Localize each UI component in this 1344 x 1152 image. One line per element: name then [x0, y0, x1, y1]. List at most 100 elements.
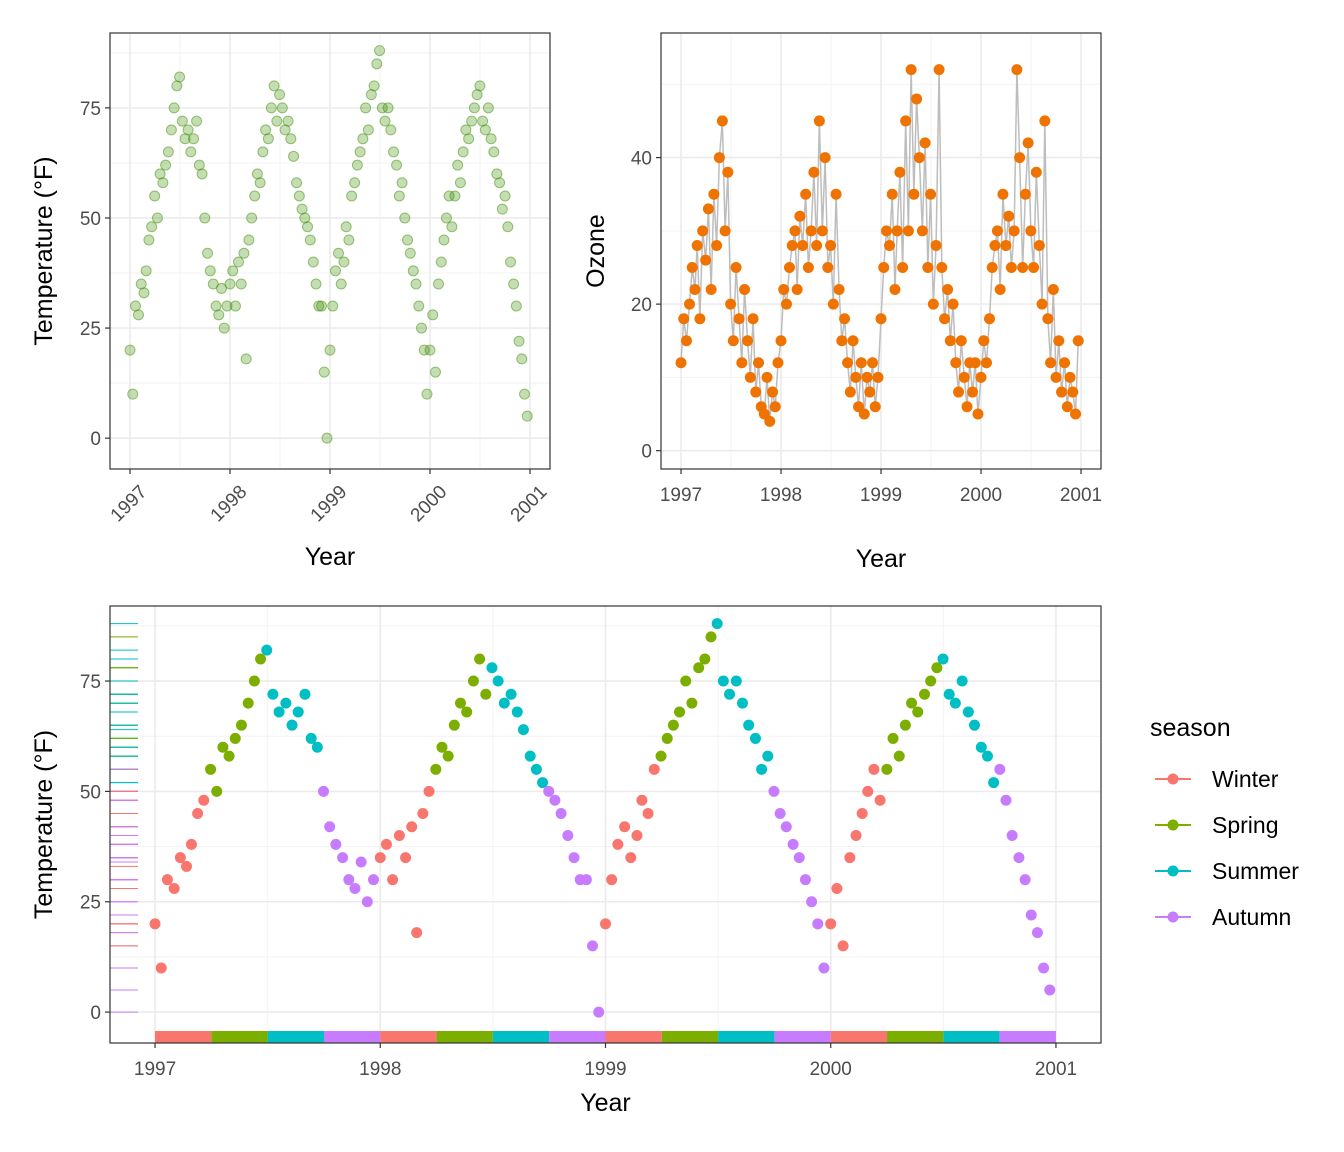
- data-point-autumn: [349, 883, 361, 895]
- data-point: [288, 150, 300, 162]
- data-point: [160, 159, 172, 171]
- data-point: [705, 283, 717, 295]
- data-point: [285, 133, 297, 145]
- data-point: [151, 212, 163, 224]
- data-point-winter: [198, 794, 210, 806]
- data-point: [727, 335, 739, 347]
- data-point: [1059, 357, 1071, 369]
- panel-top-left: 0 25 50 75 1997 1998 1999 2000 2001 Year Temperatu…: [30, 32, 551, 571]
- data-point-autumn: [774, 807, 786, 819]
- data-point: [950, 357, 962, 369]
- data-point: [354, 146, 366, 158]
- data-point-spring: [205, 763, 217, 775]
- data-point: [338, 256, 350, 268]
- x-tick-label: 1997: [107, 482, 152, 527]
- data-point-winter: [417, 807, 429, 819]
- data-point-summer: [730, 675, 742, 687]
- data-point: [313, 300, 325, 312]
- data-point: [1028, 261, 1040, 273]
- data-point: [216, 282, 228, 294]
- data-point: [811, 240, 823, 252]
- x-tick-label: 1997: [134, 1059, 176, 1080]
- data-point: [747, 313, 759, 325]
- data-point: [446, 221, 458, 233]
- data-point: [404, 247, 416, 259]
- data-point-autumn: [549, 794, 561, 806]
- x-tick-label: 2001: [1060, 485, 1102, 506]
- data-point: [883, 240, 895, 252]
- data-point-spring: [693, 662, 705, 674]
- data-point: [318, 366, 330, 378]
- data-point: [371, 58, 383, 70]
- data-point: [302, 221, 314, 233]
- data-point: [713, 152, 725, 164]
- data-point-spring: [461, 706, 473, 718]
- data-point: [271, 115, 283, 127]
- rug-bottom-spring: [661, 1031, 719, 1043]
- data-point: [813, 115, 825, 127]
- data-point: [861, 371, 873, 383]
- data-point-winter: [856, 807, 868, 819]
- data-point-winter: [606, 874, 618, 886]
- data-point: [168, 102, 180, 114]
- data-point: [797, 240, 809, 252]
- data-point-spring: [229, 732, 241, 744]
- data-point: [825, 240, 837, 252]
- data-point-spring: [448, 719, 460, 731]
- data-point: [368, 80, 380, 92]
- data-point-spring: [436, 741, 448, 753]
- data-point: [808, 166, 820, 178]
- data-point-autumn: [337, 852, 349, 864]
- data-point-autumn: [1025, 909, 1037, 921]
- data-point: [894, 166, 906, 178]
- data-point-spring: [655, 750, 667, 762]
- data-point: [440, 212, 452, 224]
- data-point-winter: [192, 807, 204, 819]
- data-point: [391, 159, 403, 171]
- data-point: [396, 177, 408, 189]
- data-point-spring: [925, 675, 937, 687]
- data-point: [1000, 240, 1012, 252]
- data-point-summer: [492, 675, 504, 687]
- data-point: [204, 265, 216, 277]
- data-point: [691, 240, 703, 252]
- data-point: [827, 298, 839, 310]
- data-point-autumn: [555, 807, 567, 819]
- data-point: [374, 45, 386, 57]
- data-point-spring: [242, 697, 254, 709]
- data-point: [702, 203, 714, 215]
- data-point-autumn: [1031, 927, 1043, 939]
- data-point-spring: [430, 763, 442, 775]
- data-point: [975, 371, 987, 383]
- data-point: [213, 309, 225, 321]
- data-point: [124, 344, 136, 356]
- data-point: [902, 225, 914, 237]
- data-point: [683, 298, 695, 310]
- data-point: [262, 133, 274, 145]
- y-tick-label: 50: [80, 209, 101, 230]
- data-point: [725, 298, 737, 310]
- data-point-autumn: [367, 874, 379, 886]
- legend-title: season: [1150, 714, 1231, 742]
- data-point: [958, 371, 970, 383]
- data-point: [479, 124, 491, 136]
- data-point: [767, 386, 779, 398]
- data-point: [413, 300, 425, 312]
- panel-bottom: 0 25 50 75 1997 1998 1999 2000 2001 Year Temperatu…: [30, 605, 1102, 1117]
- data-point-summer: [530, 763, 542, 775]
- data-point-spring: [931, 662, 943, 674]
- data-point: [689, 283, 701, 295]
- data-point-winter: [393, 830, 405, 842]
- data-point-spring: [667, 719, 679, 731]
- data-point: [188, 133, 200, 145]
- data-point: [686, 261, 698, 273]
- data-point: [463, 133, 475, 145]
- rug-bottom-winter: [155, 1031, 212, 1043]
- data-point: [897, 261, 909, 273]
- data-point: [730, 261, 742, 273]
- data-point-winter: [380, 838, 392, 850]
- data-point: [182, 124, 194, 136]
- rug-bottom-autumn: [323, 1031, 381, 1043]
- data-point: [385, 124, 397, 136]
- data-point: [986, 261, 998, 273]
